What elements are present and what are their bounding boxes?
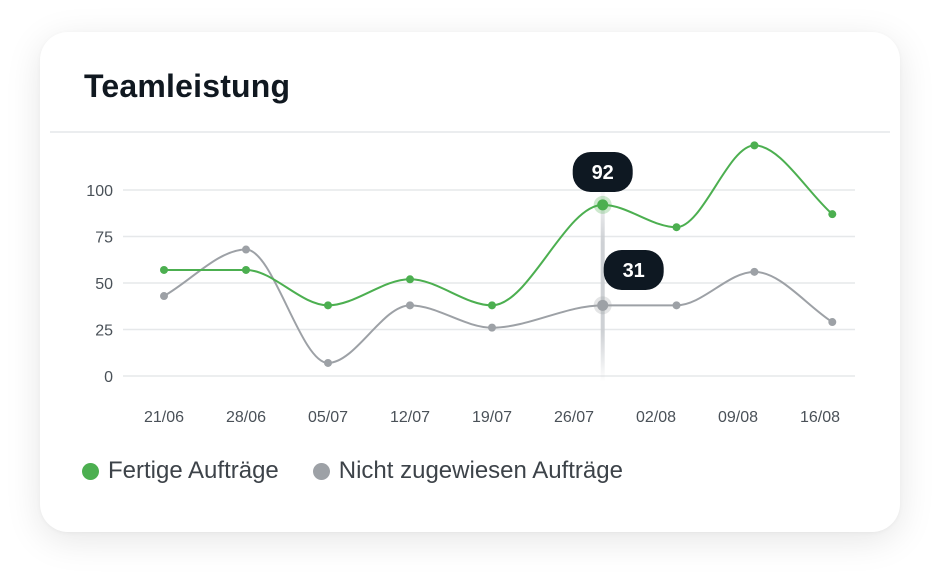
x-tick-label-26-07: 26/07 bbox=[554, 409, 594, 426]
data-point-unassigned-2 bbox=[324, 358, 332, 367]
data-point-unassigned-4 bbox=[488, 323, 496, 332]
y-tick-label-100: 100 bbox=[86, 183, 113, 200]
tooltip-completed-bubble bbox=[572, 152, 633, 192]
x-tick-label-16-08: 16/08 bbox=[800, 409, 840, 426]
legend-item-unassigned[interactable]: Nicht zugewiesen Aufträge bbox=[312, 457, 623, 485]
series-line-completed bbox=[163, 144, 834, 307]
data-point-unassigned-1 bbox=[242, 245, 250, 254]
data-point-completed-4 bbox=[488, 301, 496, 310]
tooltip-completed-label: 92 bbox=[592, 162, 614, 184]
data-point-unassigned-3 bbox=[406, 301, 414, 310]
y-tick-label-25: 25 bbox=[95, 323, 113, 340]
legend-dot-green-icon bbox=[82, 462, 99, 480]
highlight-point-unassigned bbox=[597, 299, 609, 311]
data-point-unassigned-0 bbox=[160, 292, 168, 301]
title-divider bbox=[50, 131, 890, 133]
legend-label-completed: Fertige Aufträge bbox=[108, 457, 279, 484]
x-tick-label-28-06: 28/06 bbox=[226, 409, 266, 426]
data-point-completed-1 bbox=[242, 265, 250, 274]
y-tick-label-50: 50 bbox=[95, 276, 113, 293]
tooltip-unassigned-bubble bbox=[603, 250, 664, 290]
chart-legend: Fertige Aufträge Nicht zugewiesen Aufträ… bbox=[82, 457, 657, 485]
y-tick-label-75: 75 bbox=[95, 230, 113, 247]
data-point-completed-2 bbox=[324, 301, 332, 310]
legend-dot-grey-icon bbox=[312, 462, 330, 480]
data-point-completed-0 bbox=[160, 265, 168, 274]
y-tick-label-0: 0 bbox=[104, 369, 113, 386]
data-point-completed-3 bbox=[406, 275, 414, 284]
data-point-completed-8 bbox=[828, 210, 837, 219]
series-line-unassigned bbox=[163, 248, 834, 364]
card-title: Teamleistung bbox=[84, 68, 291, 104]
line-chart[interactable]: 0 25 50 75 100 21/06 28/06 05/07 12/07 19/07 26/07… bbox=[40, 32, 900, 452]
data-point-unassigned-7 bbox=[750, 267, 759, 276]
data-point-completed-7 bbox=[750, 141, 759, 150]
legend-label-unassigned: Nicht zugewiesen Aufträge bbox=[338, 457, 623, 484]
x-tick-label-09-08: 09/08 bbox=[718, 409, 758, 426]
highlight-point-completed bbox=[597, 199, 609, 211]
x-tick-label-12-07: 12/07 bbox=[390, 409, 430, 426]
team-performance-card: Teamleistung 0 25 50 75 100 21/06 28/06 05/07 12… bbox=[40, 32, 900, 532]
x-tick-label-05-07: 05/07 bbox=[308, 409, 348, 426]
x-tick-label-02-08: 02/08 bbox=[636, 409, 676, 426]
x-tick-label-19-07: 19/07 bbox=[472, 409, 512, 426]
tooltip-unassigned-label: 31 bbox=[623, 260, 645, 282]
data-point-unassigned-6 bbox=[672, 301, 681, 310]
x-tick-label-21-06: 21/06 bbox=[144, 409, 184, 426]
legend-item-completed[interactable]: Fertige Aufträge bbox=[82, 457, 279, 485]
data-point-completed-6 bbox=[672, 223, 681, 232]
data-point-unassigned-8 bbox=[828, 318, 837, 327]
highlight-guide-line bbox=[600, 182, 605, 382]
